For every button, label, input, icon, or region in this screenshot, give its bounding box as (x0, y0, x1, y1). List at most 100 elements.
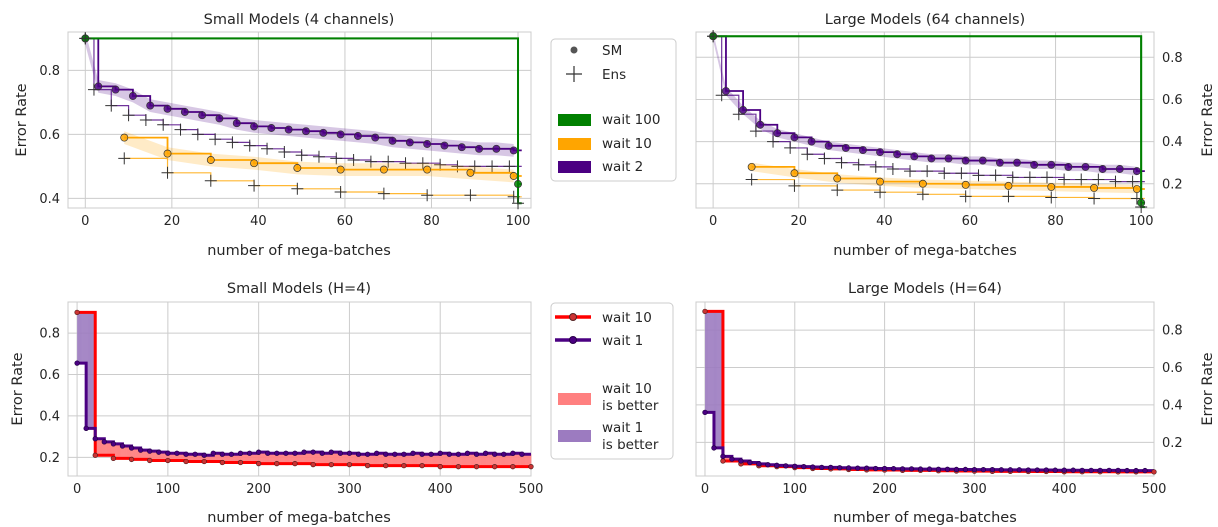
fill-between-segment (373, 454, 375, 466)
wait1-point (482, 450, 489, 456)
ens-point (874, 186, 887, 199)
fill-between-segment (128, 445, 131, 459)
fill-between-segment (148, 450, 151, 460)
fill-between-segment (297, 453, 299, 464)
fill-between-segment (512, 453, 515, 467)
sm-point (1030, 160, 1039, 169)
wait10-point (364, 462, 371, 469)
ens-point (364, 155, 377, 168)
fill-between-segment (249, 453, 251, 463)
fill-between-segment (299, 453, 301, 464)
wait10-point (346, 461, 353, 468)
wait10-point (201, 458, 207, 465)
sm-point (128, 92, 137, 100)
wait1-point (774, 462, 780, 468)
wait1-point (747, 459, 753, 466)
ens-point (226, 136, 239, 149)
fill-between-segment (459, 454, 461, 467)
fill-between-segment (705, 311, 708, 413)
fill-between-segment (302, 453, 304, 464)
legend-wait100-label: wait 100 (602, 112, 660, 128)
ens-point (1006, 171, 1019, 184)
fill-between-segment (100, 438, 102, 456)
plot-frame (695, 301, 1155, 477)
fill-between-segment (479, 454, 481, 467)
fill-between-segment (234, 454, 236, 463)
fill-between-segment (79, 312, 82, 364)
fill-between-segment (482, 454, 485, 467)
fill-between-segment (506, 454, 508, 467)
sm-point (944, 154, 953, 163)
wait10-point (74, 309, 80, 316)
wait1-point (738, 458, 744, 464)
fill-between-segment (284, 453, 287, 464)
fill-between-segment (143, 450, 145, 460)
fill-between-segment (430, 454, 432, 466)
wait10-point (237, 459, 244, 466)
wait1-point (908, 466, 915, 472)
x-tick-label: 80 (1047, 214, 1064, 229)
fill-between-segment (92, 312, 94, 429)
ens-point (399, 157, 412, 170)
sm-point (146, 101, 155, 110)
fill-between-segment (522, 454, 525, 467)
fill-between-segment (102, 438, 104, 456)
fill-between-segment (116, 443, 118, 459)
wait10-point (473, 464, 480, 470)
wait1-point (1124, 467, 1130, 474)
fill-between-segment (365, 454, 368, 465)
wait1-point (437, 450, 443, 456)
fill-between-segment (517, 453, 519, 467)
fill-between-segment (89, 312, 92, 429)
series-sm-line-wait-10 (124, 136, 522, 177)
fill-between-segment (511, 454, 514, 467)
y-axis-label: Error Rate (1200, 83, 1216, 156)
ens-point (295, 149, 308, 162)
wait10-point (92, 452, 98, 458)
legend-wait1-better-line1: wait 1 (602, 420, 643, 436)
fill-between-segment (360, 454, 362, 465)
wait10-point (328, 461, 334, 468)
fill-between-segment (394, 454, 397, 466)
wait1-point (1007, 467, 1013, 473)
fill-between-segment (713, 311, 716, 448)
sm-point (1047, 160, 1056, 169)
wait10-point (510, 464, 516, 470)
fill-between-segment (118, 443, 121, 459)
fill-between-segment (258, 452, 260, 464)
fill-between-segment (389, 454, 391, 466)
fill-between-segment (127, 445, 129, 459)
sm-point (1013, 158, 1021, 167)
fill-between-segment (127, 445, 130, 459)
fill-between-segment (483, 454, 486, 467)
sm-point (722, 87, 730, 95)
wait1-point (428, 451, 434, 457)
fill-between-segment (78, 312, 81, 364)
fill-between-segment (501, 454, 503, 467)
ens-point (416, 157, 429, 170)
fill-between-segment (147, 450, 150, 460)
wait1-point (283, 450, 289, 456)
wait1-point (319, 450, 325, 456)
fill-between-segment (204, 455, 206, 462)
grid (696, 302, 1155, 476)
fill-between-segment (443, 453, 446, 467)
fill-between-segment (300, 453, 302, 464)
wait1-point (101, 439, 107, 445)
fill-between-segment (337, 452, 339, 465)
ens-point (468, 160, 481, 173)
fill-between-segment (110, 441, 112, 456)
fill-between-segment (356, 453, 359, 465)
plot-frame (67, 301, 532, 477)
fill-between-segment (462, 454, 464, 467)
fill-between-segment (435, 454, 437, 466)
fill-between-segment (510, 454, 512, 467)
fill-between-segment (431, 454, 433, 466)
fill-between-segment (170, 453, 172, 461)
sm-point (111, 85, 120, 94)
fill-between-segment (727, 456, 729, 462)
x-tick-label: 20 (164, 214, 181, 229)
fill-between-segment (251, 453, 253, 463)
fill-between-segment (380, 453, 382, 466)
fill-between-segment (454, 454, 457, 467)
